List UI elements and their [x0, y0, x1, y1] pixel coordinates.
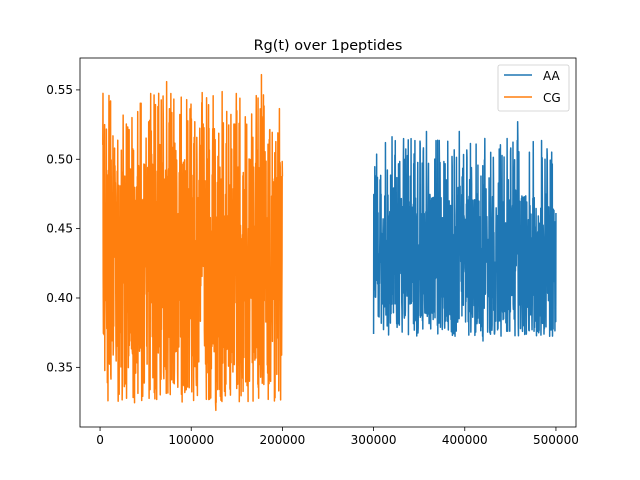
x-tick-label: 500000 — [533, 433, 579, 447]
legend-label-cg: CG — [543, 91, 561, 105]
legend: AA CG — [497, 64, 570, 112]
plot-area — [102, 73, 557, 412]
y-tick-label: 0.35 — [46, 360, 73, 374]
legend-label-aa: AA — [543, 69, 561, 83]
x-tick-label: 300000 — [351, 433, 397, 447]
x-tick-label: 100000 — [168, 433, 214, 447]
axes-frame — [79, 57, 577, 428]
y-tick-label: 0.45 — [46, 222, 73, 236]
x-tick-label: 200000 — [260, 433, 306, 447]
legend-box — [497, 64, 570, 112]
chart-title: Rg(t) over 1peptides — [254, 38, 403, 54]
x-tick-label: 400000 — [442, 433, 488, 447]
y-tick-label: 0.40 — [46, 291, 73, 305]
x-axis: 0 100000 200000 300000 400000 500000 — [96, 427, 579, 447]
y-tick-label: 0.55 — [46, 83, 73, 97]
series-line-aa — [372, 121, 557, 342]
series-line-cg — [102, 73, 284, 412]
y-axis: 0.35 0.40 0.45 0.50 0.55 — [46, 83, 80, 374]
y-tick-label: 0.50 — [46, 152, 73, 166]
x-tick-label: 0 — [96, 433, 104, 447]
